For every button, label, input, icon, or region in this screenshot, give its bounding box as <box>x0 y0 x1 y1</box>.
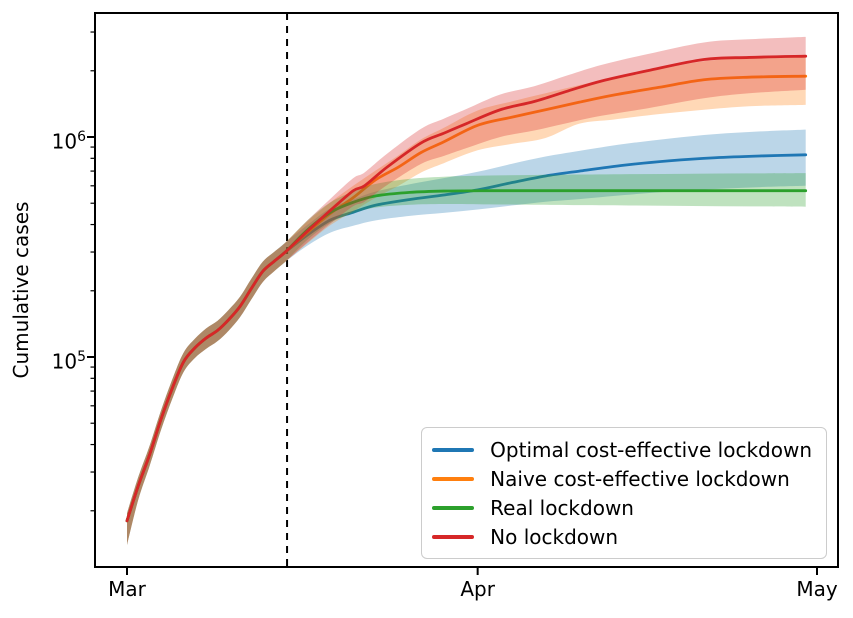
legend-item-none: No lockdown <box>432 522 812 551</box>
confidence-band-no-lockdown <box>127 36 806 545</box>
y-tick-label-1e5: 105 <box>51 349 86 374</box>
series-layer <box>125 36 808 545</box>
y-tick-label-1e6: 106 <box>51 129 86 154</box>
legend: Optimal cost-effective lockdown Naive co… <box>421 427 827 559</box>
legend-item-optimal: Optimal cost-effective lockdown <box>432 435 812 464</box>
legend-label-real: Real lockdown <box>490 495 634 520</box>
legend-line-swatch-optimal <box>432 447 475 452</box>
legend-label-naive: Naive cost-effective lockdown <box>490 466 790 491</box>
legend-line-swatch-none <box>432 534 475 539</box>
confidence-band-naive-cost-effective-lockdown <box>127 57 806 545</box>
x-tick-label-may: May <box>796 577 838 601</box>
legend-item-naive: Naive cost-effective lockdown <box>432 464 812 493</box>
plot-border <box>94 12 839 568</box>
confidence-band-optimal-cost-effective-lockdown <box>127 129 806 545</box>
x-tick-label-mar: Mar <box>108 577 146 601</box>
legend-line-swatch-naive <box>432 476 475 481</box>
legend-line-swatch-real <box>432 505 475 510</box>
x-tick-label-apr: Apr <box>460 577 495 601</box>
series-line-no-lockdown <box>125 54 808 523</box>
legend-item-real: Real lockdown <box>432 493 812 522</box>
legend-label-optimal: Optimal cost-effective lockdown <box>490 437 812 462</box>
legend-label-none: No lockdown <box>490 524 619 549</box>
